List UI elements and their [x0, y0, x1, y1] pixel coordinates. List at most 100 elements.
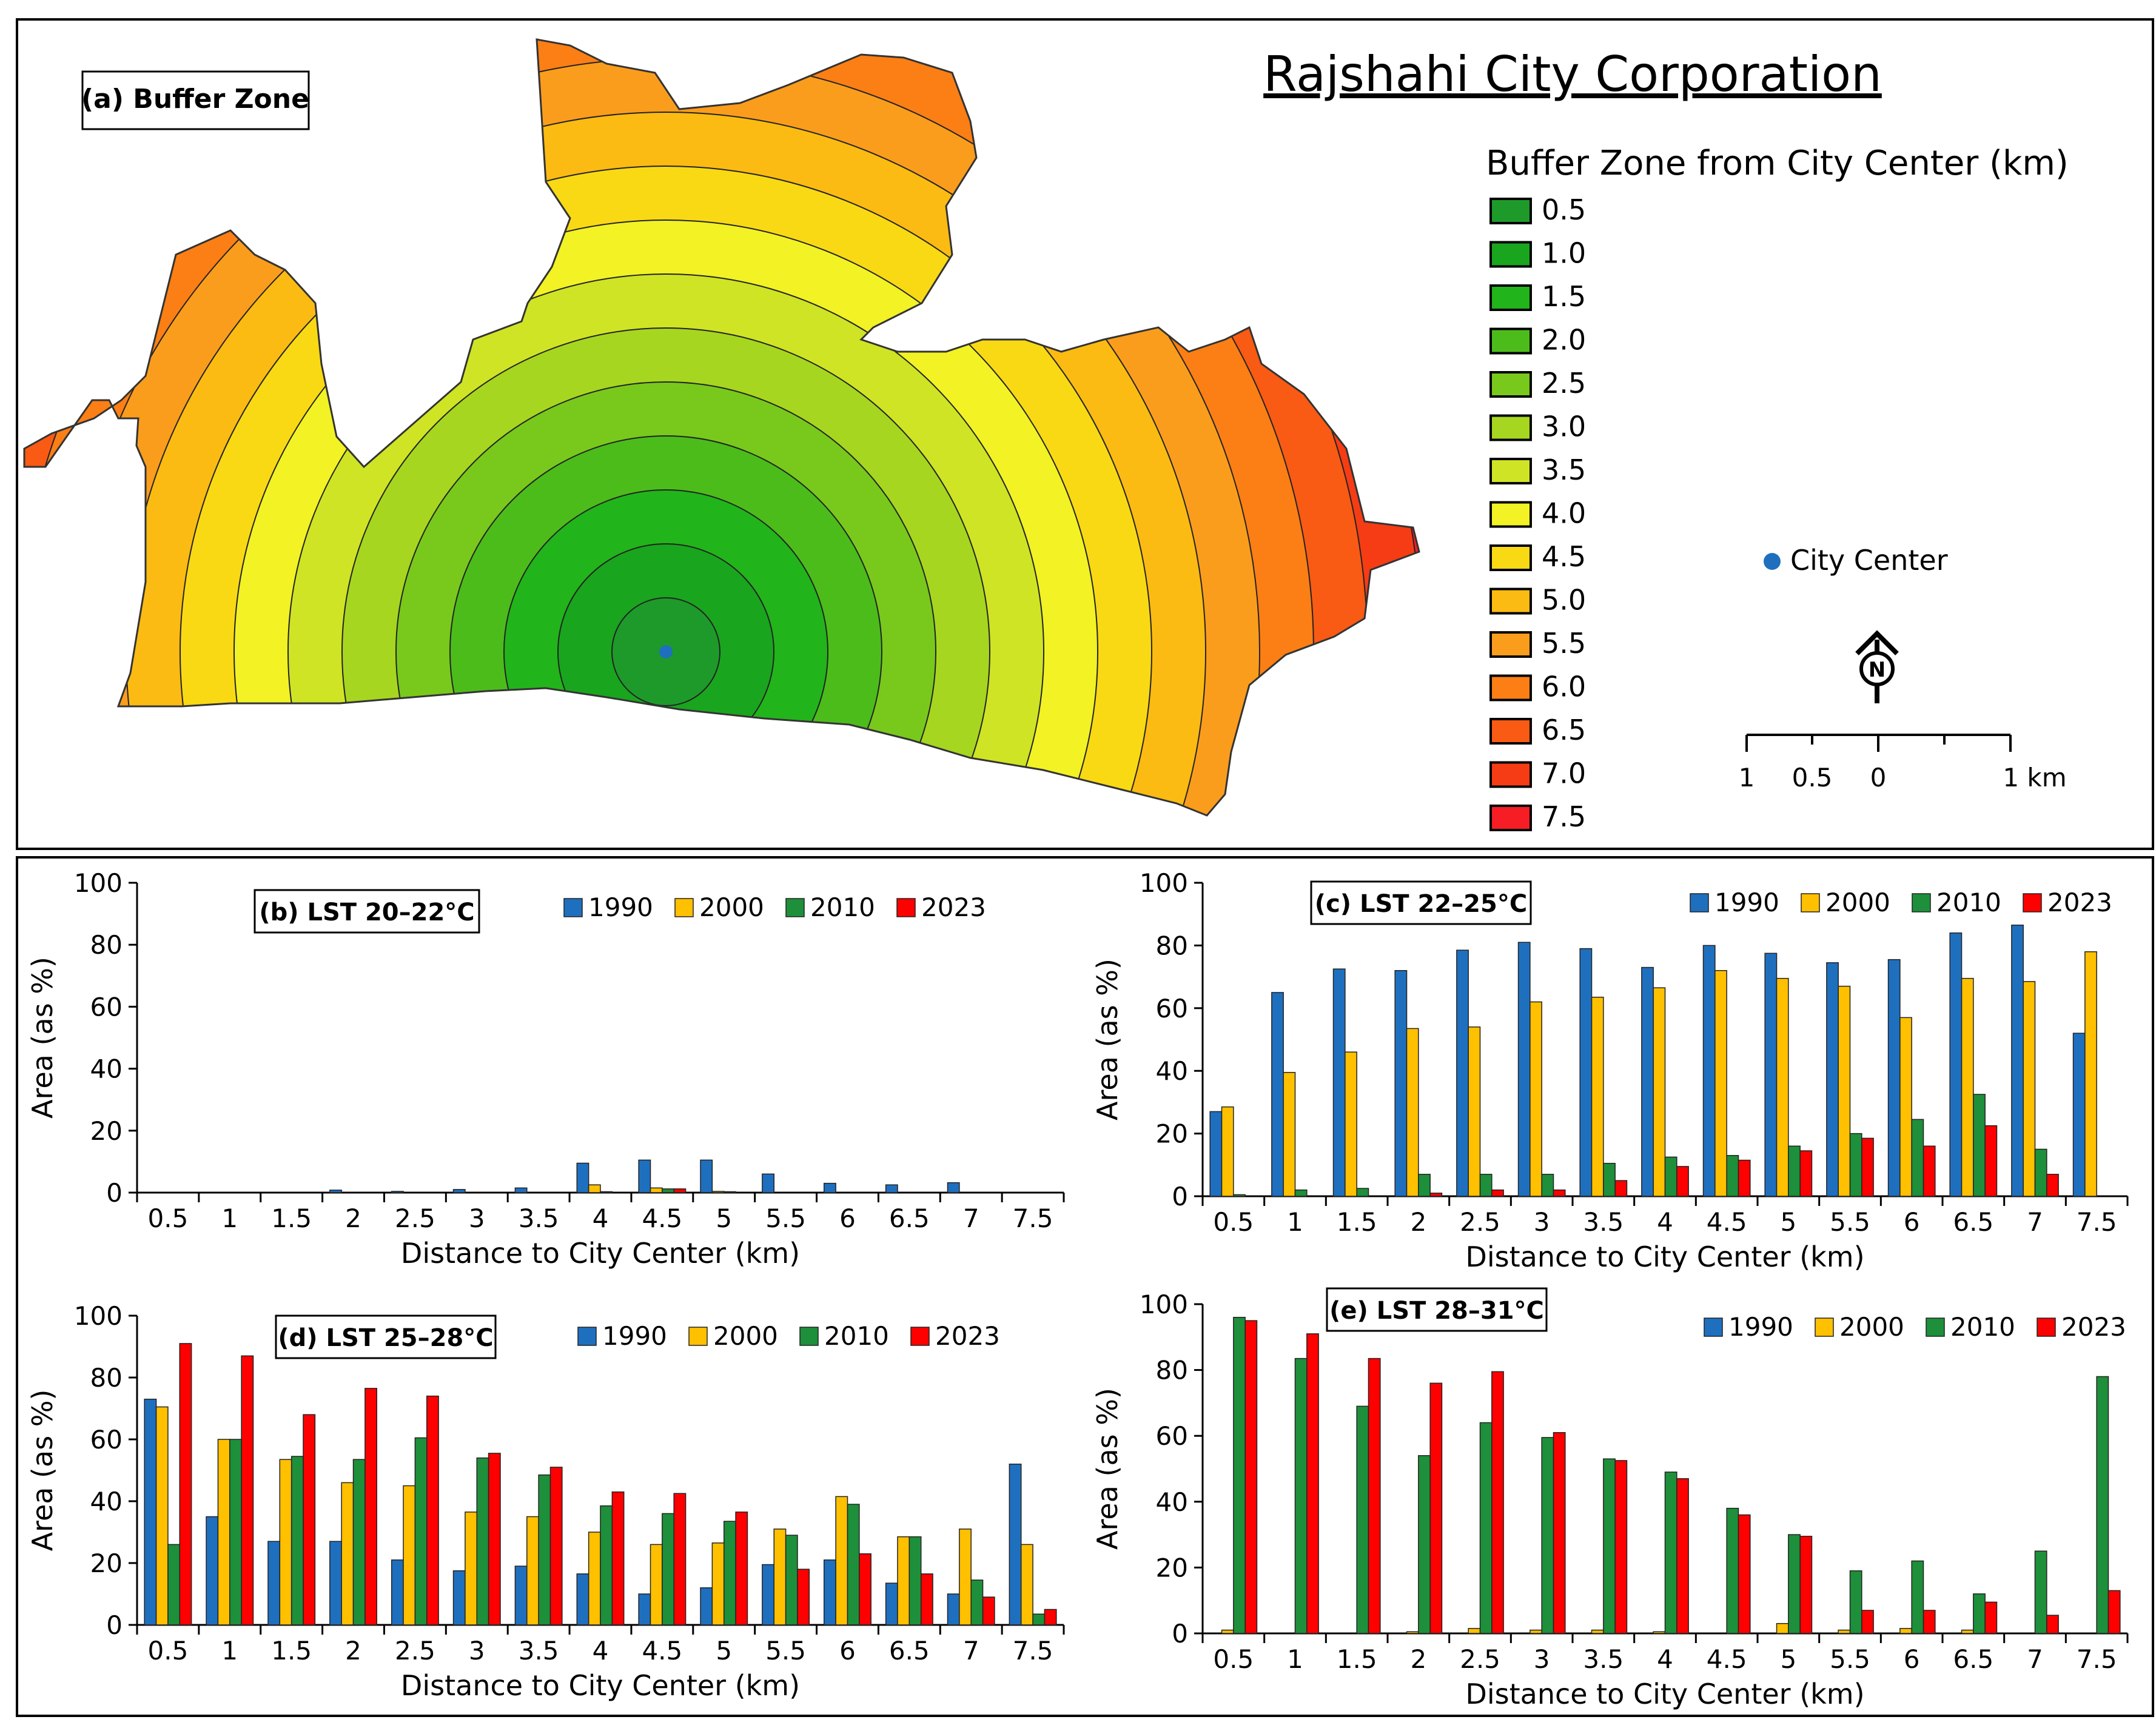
bar-e-2023-0.5 — [1244, 1320, 1258, 1634]
bar-c-1990-2 — [1394, 970, 1408, 1197]
bar-d-1990-7 — [947, 1593, 960, 1626]
legend-swatch-c-1990 — [1690, 893, 1709, 912]
y-tick-label-c-0: 0 — [1172, 1182, 1188, 1211]
y-tick-label-e-40: 40 — [1156, 1487, 1188, 1517]
bar-e-2010-5 — [1788, 1534, 1801, 1634]
x-tick-label-c-5: 5 — [1780, 1207, 1796, 1237]
bar-c-2000-7.5 — [2084, 951, 2097, 1197]
x-tick-label-e-5.5: 5.5 — [1830, 1644, 1870, 1674]
y-tick-label-c-80: 80 — [1156, 931, 1188, 960]
bar-c-2010-6.5 — [1973, 1094, 1986, 1197]
chart-b: 0 20 40 60 80 100 0.5 1 1.5 2 2.5 3 3.5 4 4.5 5 5.5 6 6.5 7… — [26, 868, 1065, 1270]
x-tick-label-b-4: 4 — [593, 1204, 609, 1233]
scale-label-0: 0 — [1870, 763, 1887, 792]
bar-e-2023-2 — [1429, 1382, 1443, 1634]
chart-d: 0 20 40 60 80 100 0.5 1 1.5 2 2.5 3 3.5 4 4.5 5 5.5 6 6.5 7… — [26, 1301, 1065, 1702]
legend-label-e-2023: 2023 — [2061, 1312, 2126, 1342]
y-tick-label-d-80: 80 — [90, 1363, 123, 1393]
legend-swatch-c-2000 — [1801, 893, 1820, 912]
bar-c-1990-7 — [2011, 925, 2024, 1197]
y-tick-label-b-20: 20 — [90, 1116, 123, 1146]
legend-label-d-2010: 2010 — [824, 1321, 889, 1351]
bar-c-2010-2 — [1418, 1174, 1431, 1197]
legend-swatch-0.5 — [1489, 198, 1532, 224]
bar-e-2023-4.5 — [1738, 1514, 1751, 1634]
x-tick-label-b-6: 6 — [839, 1204, 856, 1233]
bar-d-2000-0.5 — [155, 1406, 169, 1626]
legend-label-0.5: 0.5 — [1542, 193, 1586, 226]
bar-d-1990-4.5 — [638, 1593, 651, 1626]
bar-c-2010-5 — [1788, 1145, 1801, 1197]
bar-c-1990-3.5 — [1579, 948, 1593, 1197]
legend-swatch-d-2023 — [910, 1327, 930, 1346]
bar-c-2023-4.5 — [1738, 1159, 1751, 1197]
bar-e-2010-0.5 — [1233, 1316, 1246, 1634]
y-tick-label-b-60: 60 — [90, 992, 123, 1022]
bar-e-2010-1.5 — [1356, 1405, 1369, 1634]
bar-c-1990-3 — [1517, 942, 1531, 1197]
bar-c-2023-4 — [1676, 1166, 1689, 1197]
bar-b-1990-7 — [947, 1182, 960, 1193]
bar-d-1990-6.5 — [885, 1582, 898, 1626]
bar-e-2023-6.5 — [1984, 1601, 1998, 1634]
x-tick-label-d-3: 3 — [469, 1636, 485, 1666]
x-tick-label-c-4.5: 4.5 — [1707, 1207, 1747, 1237]
bar-c-2023-6 — [1923, 1145, 1936, 1197]
x-tick-label-e-1: 1 — [1287, 1644, 1303, 1674]
legend-label-d-1990: 1990 — [602, 1321, 667, 1351]
bar-d-2010-5.5 — [785, 1535, 798, 1626]
bar-c-1990-2.5 — [1456, 949, 1469, 1197]
city-boundary — [23, 38, 1420, 817]
bar-e-2023-6 — [1923, 1610, 1936, 1634]
legend-swatch-7.0 — [1489, 761, 1532, 788]
legend-swatch-7.5 — [1489, 805, 1532, 831]
bar-c-1990-6 — [1887, 959, 1901, 1197]
bar-e-2023-4 — [1676, 1478, 1689, 1634]
bar-b-1990-3.5 — [514, 1187, 528, 1193]
legend-label-c-2010: 2010 — [1936, 888, 2001, 917]
x-tick-label-b-7.5: 7.5 — [1013, 1204, 1053, 1233]
title-box-e — [1326, 1287, 1548, 1332]
y-axis-label-c: Area (as %) — [1091, 959, 1124, 1120]
bar-c-2010-4 — [1664, 1156, 1677, 1197]
bar-d-2023-3.5 — [549, 1467, 563, 1626]
bar-e-2023-7.5 — [2107, 1590, 2121, 1634]
bar-c-2010-6 — [1911, 1119, 1924, 1197]
bar-d-1990-4 — [576, 1573, 589, 1626]
bar-d-2000-2 — [341, 1482, 354, 1626]
x-tick-label-b-3.5: 3.5 — [519, 1204, 559, 1233]
bar-e-2010-7 — [2034, 1550, 2047, 1634]
bar-d-2010-6.5 — [908, 1536, 922, 1626]
legend-label-4.0: 4.0 — [1542, 497, 1586, 530]
title-box-c — [1310, 880, 1532, 925]
x-tick-label-b-5.5: 5.5 — [765, 1204, 806, 1233]
bar-d-2010-2.5 — [414, 1437, 428, 1626]
bar-d-2000-6 — [835, 1496, 848, 1626]
x-tick-label-c-3.5: 3.5 — [1583, 1207, 1624, 1237]
bar-d-2000-7.5 — [1020, 1544, 1033, 1626]
legend-swatch-1.0 — [1489, 241, 1532, 268]
bar-c-1990-0.5 — [1209, 1111, 1223, 1197]
north-label: N — [1869, 658, 1886, 682]
bar-e-2000-5 — [1776, 1622, 1789, 1634]
legend-swatch-b-2023 — [896, 898, 916, 917]
bar-d-2000-4 — [588, 1532, 601, 1626]
bar-b-1990-4.5 — [638, 1159, 651, 1193]
bar-c-2023-3 — [1553, 1189, 1566, 1197]
bar-c-2010-2.5 — [1479, 1174, 1493, 1197]
y-tick-label-c-40: 40 — [1156, 1056, 1188, 1086]
bar-d-2023-2.5 — [426, 1395, 439, 1626]
city-center-label: City Center — [1790, 544, 1948, 577]
bar-e-2010-3.5 — [1603, 1458, 1616, 1634]
bar-d-2010-2 — [352, 1459, 366, 1626]
bar-c-2010-5.5 — [1849, 1133, 1862, 1197]
bar-e-2023-1 — [1306, 1333, 1319, 1634]
legend-label-7.0: 7.0 — [1542, 757, 1586, 790]
x-tick-label-e-1.5: 1.5 — [1337, 1644, 1377, 1674]
legend-label-2.5: 2.5 — [1542, 367, 1586, 400]
bar-b-1990-6 — [824, 1182, 836, 1193]
legend-swatch-4.0 — [1489, 501, 1532, 528]
panel-label-a: (a) Buffer Zone — [81, 70, 310, 130]
x-tick-label-e-7.5: 7.5 — [2077, 1644, 2117, 1674]
